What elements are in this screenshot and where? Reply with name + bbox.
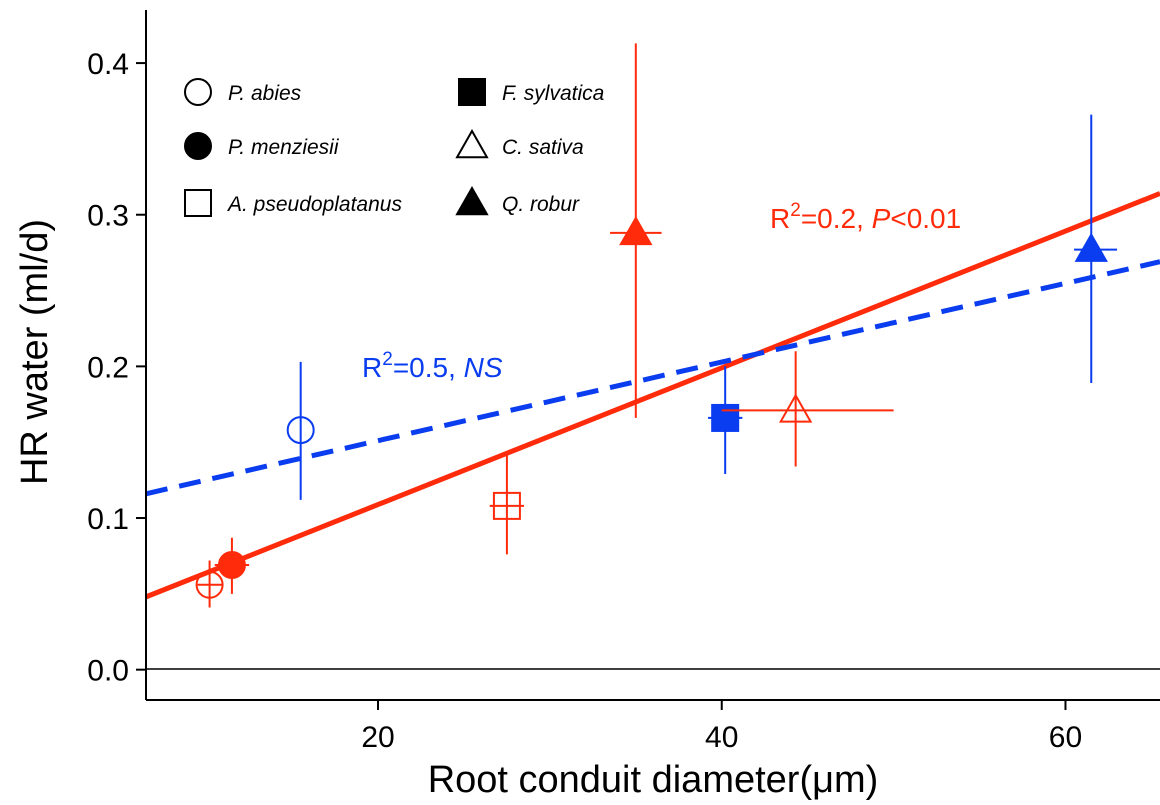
triangle-filled-marker bbox=[619, 215, 653, 246]
triangle-filled-legend-icon bbox=[455, 186, 489, 216]
legend-item: Q. robur bbox=[455, 186, 580, 216]
legend-item: P. menziesii bbox=[184, 132, 340, 160]
legend-item: P. abies bbox=[184, 78, 302, 106]
triangle-open-marker bbox=[778, 393, 813, 423]
blue-fit-annotation: R2=0.5, NS bbox=[362, 349, 503, 383]
circle-filled-legend-icon bbox=[184, 132, 212, 160]
y-tick-label: 0.3 bbox=[87, 200, 129, 233]
x-tick-label: 40 bbox=[705, 721, 738, 754]
data-point bbox=[721, 351, 894, 467]
x-axis-title: Root conduit diameter(μm) bbox=[428, 759, 879, 801]
circle-open-legend-icon bbox=[184, 78, 212, 106]
legend-item: C. sativa bbox=[455, 129, 584, 159]
blue-fit-line bbox=[145, 259, 1160, 497]
y-tick-label: 0.4 bbox=[87, 48, 129, 81]
red-fit-annotation: R2=0.2, P<0.01 bbox=[770, 200, 961, 234]
square-filled-legend-icon bbox=[458, 78, 486, 106]
x-ticks: 20 40 60 bbox=[361, 700, 1082, 754]
data-point bbox=[195, 560, 224, 608]
legend-label: P. menziesii bbox=[228, 136, 340, 159]
y-tick-label: 0.0 bbox=[87, 655, 129, 688]
y-axis-title: HR water (ml/d) bbox=[14, 219, 56, 485]
axes bbox=[145, 10, 1160, 701]
data-point bbox=[489, 454, 525, 555]
y-tick-label: 0.1 bbox=[87, 503, 129, 536]
square-filled-marker bbox=[711, 403, 740, 432]
circle-open-marker bbox=[286, 416, 315, 445]
x-tick-label: 20 bbox=[361, 721, 394, 754]
data-points bbox=[195, 43, 1118, 608]
x-tick-label: 60 bbox=[1049, 721, 1082, 754]
circle-filled-marker bbox=[217, 551, 246, 580]
data-point bbox=[1074, 114, 1118, 384]
legend-label: P. abies bbox=[228, 82, 302, 105]
legend-item: F. sylvatica bbox=[458, 78, 604, 106]
triangle-open-legend-icon bbox=[455, 129, 489, 159]
legend-label: Q. robur bbox=[502, 193, 580, 216]
square-open-marker bbox=[492, 491, 521, 520]
square-open-legend-icon bbox=[184, 189, 212, 217]
data-point bbox=[214, 537, 250, 594]
legend-label: C. sativa bbox=[502, 136, 584, 159]
legend: P. abies P. menziesii A. pseudoplatanus F. … bbox=[184, 78, 604, 217]
y-tick-label: 0.2 bbox=[87, 351, 129, 384]
fit-lines bbox=[145, 191, 1160, 600]
legend-item: A. pseudoplatanus bbox=[184, 189, 402, 217]
fit-annotations: R2=0.2, P<0.01 R2=0.5, NS bbox=[362, 200, 961, 383]
circle-open-marker bbox=[195, 570, 224, 599]
legend-label: F. sylvatica bbox=[502, 82, 604, 105]
y-ticks: 0.0 0.1 0.2 0.3 0.4 bbox=[87, 48, 146, 688]
triangle-filled-marker bbox=[1074, 232, 1108, 262]
data-point bbox=[707, 366, 743, 475]
legend-label: A. pseudoplatanus bbox=[226, 193, 402, 216]
red-fit-line bbox=[145, 191, 1160, 600]
data-point bbox=[286, 361, 315, 500]
data-point bbox=[610, 43, 662, 418]
